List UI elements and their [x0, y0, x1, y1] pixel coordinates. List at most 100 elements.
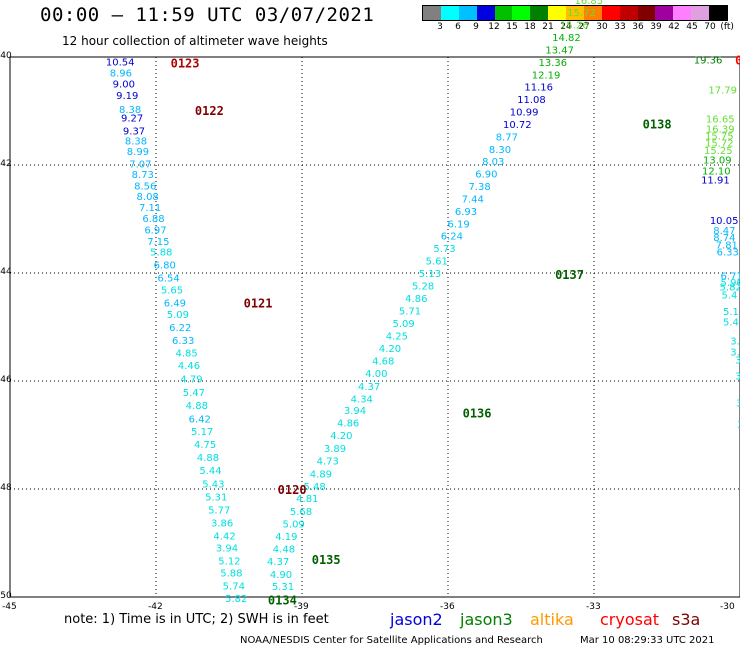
- swh-value: 4.86: [337, 419, 359, 430]
- swh-value: 9.27: [121, 113, 143, 124]
- swh-value: 6.42: [189, 414, 211, 425]
- swh-value: 5.09: [167, 310, 189, 321]
- swh-value: 7.07: [129, 159, 151, 170]
- swh-value: 8.99: [127, 147, 149, 158]
- swh-value: 13.36: [539, 58, 568, 69]
- swh-value: 5.4: [722, 291, 738, 302]
- legend-swatch: [476, 6, 495, 20]
- swh-value: 12.19: [532, 70, 561, 81]
- swh-value: 4.34: [351, 394, 373, 405]
- swh-value: 5.28: [412, 281, 434, 292]
- swh-value: 6.88: [142, 214, 164, 225]
- swh-value: 5.82: [225, 594, 247, 605]
- swh-value: 15.26: [560, 21, 589, 32]
- swh-value: 13.47: [545, 45, 574, 56]
- swh-value: 3: [737, 420, 740, 431]
- swh-value: 5.88: [220, 569, 242, 580]
- lon-label: -30: [720, 602, 735, 612]
- swh-value: 16.65: [706, 115, 735, 126]
- swh-value: 6.19: [448, 219, 470, 230]
- swh-value: 5.17: [191, 427, 213, 438]
- swh-value: 4.68: [372, 356, 394, 367]
- legend-swatch: [440, 6, 459, 20]
- swh-value: 8.96: [110, 69, 132, 80]
- legend-tick: 24: [560, 22, 572, 32]
- generation-timestamp: Mar 10 08:29:33 UTC 2021: [580, 635, 715, 646]
- pass-labels: 0123 0122 0121 0120 0134 0135 0136 0137 0138 02: [171, 54, 740, 608]
- lon-label: -42: [148, 602, 163, 612]
- legend-tick: 3: [437, 22, 443, 32]
- swh-value: 4.89: [310, 469, 332, 480]
- mission-label-jason3: jason3: [460, 610, 513, 629]
- swh-value: 6.71: [721, 272, 740, 283]
- swh-value: 5.43: [202, 480, 224, 491]
- swh-value: 5.65: [161, 286, 183, 297]
- swh-value: 5.44: [199, 466, 221, 477]
- swh-value: 19.36: [694, 56, 723, 67]
- swh-value: 5.47: [183, 388, 205, 399]
- swh-value: 5.73: [433, 244, 455, 255]
- swh-value: 5.1: [723, 307, 739, 318]
- legend-tick: 27: [578, 22, 590, 32]
- swh-value: 6.33: [172, 336, 194, 347]
- swh-value: 4.46: [178, 361, 200, 372]
- swh-value: 3.94: [216, 543, 238, 554]
- legend-swatch: [423, 6, 441, 20]
- legend-tick: (ft): [720, 22, 734, 32]
- legend-tick: 45: [686, 22, 698, 32]
- mission-label-s3a: s3a: [672, 610, 701, 629]
- swh-value: 4.19: [275, 532, 297, 543]
- swh-value: 4.37: [267, 557, 289, 568]
- swh-value: 16.85: [575, 0, 604, 7]
- legend-tick: 33: [614, 22, 626, 32]
- swh-value: 6.49: [164, 299, 186, 310]
- lon-label: -39: [294, 602, 309, 612]
- swh-value: 8.56: [134, 182, 156, 193]
- swh-value: 15.72: [567, 8, 596, 19]
- swh-value: 5.12: [218, 556, 240, 567]
- swh-value: 5.96: [721, 278, 740, 289]
- swh-value: 5.77: [208, 506, 230, 517]
- legend-swatch: [583, 6, 602, 20]
- legend-ticks: 3 6 9 12 15 18 21 24 27 30 33 36 39 42 45 70 (ft): [422, 21, 734, 33]
- legend-tick: 21: [542, 22, 554, 32]
- swh-value: 4.75: [194, 440, 216, 451]
- swh-value: 5.74: [223, 582, 245, 593]
- legend-tick: 36: [632, 22, 644, 32]
- pass-time-label: 0122: [195, 104, 224, 118]
- pass-time-label: 0137: [555, 268, 584, 282]
- swh-value: 6.97: [144, 225, 166, 236]
- legend-swatch: [548, 6, 566, 20]
- swh-value: 6.54: [157, 273, 179, 284]
- legend-tick: 70: [704, 22, 716, 32]
- swh-value: 5.09: [393, 319, 415, 330]
- legend-swatch: [458, 6, 477, 20]
- swh-value: 10.99: [510, 108, 539, 119]
- swh-value: 5.68: [290, 507, 312, 518]
- swh-value: 4.81: [296, 494, 318, 505]
- lon-label: -33: [586, 602, 601, 612]
- swh-value: 7.81: [716, 240, 738, 251]
- legend-swatch: [601, 6, 620, 20]
- swh-value: 8.08: [137, 192, 159, 203]
- swh-value: 5.31: [272, 582, 294, 593]
- pass-time-label: 0123: [171, 56, 200, 70]
- swh-value: 9.19: [116, 91, 138, 102]
- lat-label: -46: [0, 375, 12, 385]
- legend-swatch: [637, 6, 656, 20]
- swh-value: 3.94: [344, 406, 366, 417]
- lon-label: -36: [440, 602, 455, 612]
- swh-value: 3: [736, 399, 740, 410]
- lat-label: -48: [0, 483, 12, 493]
- swh-value: 8.38: [125, 137, 147, 148]
- legend-swatch: [709, 6, 727, 20]
- track-values: 10.548.969.009.198.389.279.378.388.997.0…: [106, 0, 740, 605]
- legend-tick: 18: [524, 22, 536, 32]
- swh-value: 4.37: [358, 382, 380, 393]
- swh-value: 7.44: [462, 194, 484, 205]
- swh-value: 11.16: [524, 83, 553, 94]
- legend-swatches: [422, 5, 728, 21]
- swh-value: 5.82: [720, 283, 740, 294]
- legend-swatch: [512, 6, 531, 20]
